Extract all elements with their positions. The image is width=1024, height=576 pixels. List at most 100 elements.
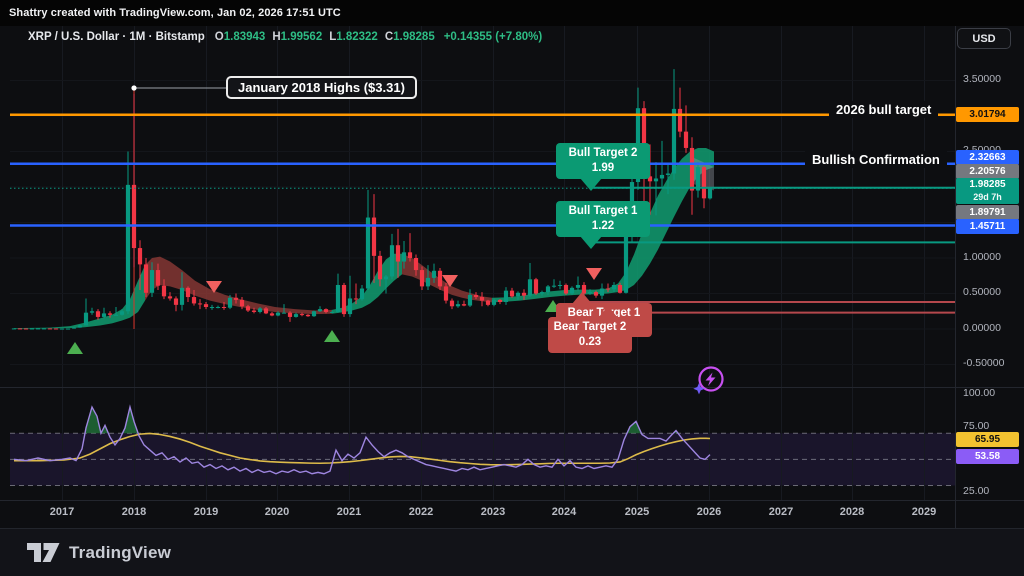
- candle-body: [113, 314, 119, 316]
- candle-body: [161, 285, 167, 297]
- candle-body: [497, 299, 503, 303]
- ohlc-item: C1.98285: [385, 31, 435, 43]
- candle-body: [401, 252, 407, 262]
- candle-body: [47, 328, 53, 330]
- symbol-info-row[interactable]: XRP / U.S. Dollar · 1M · Bitstamp O1.839…: [28, 31, 542, 43]
- time-axis-year[interactable]: 2021: [336, 506, 362, 518]
- time-axis-year[interactable]: 2027: [768, 506, 794, 518]
- price-scale-badge: 65.95: [956, 432, 1019, 447]
- candle-body: [437, 270, 443, 287]
- time-axis-year[interactable]: 2024: [551, 506, 577, 518]
- time-axis-year[interactable]: 2026: [696, 506, 722, 518]
- price-scale-column[interactable]: 3.500002.500001.000000.500000.00000-0.50…: [955, 26, 1024, 528]
- price-scale-badge: 3.01794: [956, 107, 1019, 122]
- candle-body: [209, 306, 215, 308]
- candle-body: [245, 306, 251, 311]
- tradingview-logo[interactable]: TradingView: [27, 542, 171, 564]
- time-axis-year[interactable]: 2028: [839, 506, 865, 518]
- candle-body: [605, 288, 611, 290]
- jan-2018-highs-callout[interactable]: January 2018 Highs ($3.31): [226, 76, 417, 99]
- sell-signal-triangle: [206, 281, 222, 293]
- time-axis-year[interactable]: 2020: [264, 506, 290, 518]
- candle-body: [203, 304, 209, 307]
- candle-body: [215, 306, 221, 308]
- candle-body: [95, 311, 101, 317]
- candle-body: [653, 178, 659, 182]
- candle-body: [305, 314, 311, 317]
- time-axis-year[interactable]: 2017: [49, 506, 75, 518]
- bear-target-2-box[interactable]: Bear Target 2 0.23: [548, 306, 632, 353]
- candle-body: [281, 312, 287, 314]
- candle-body: [53, 328, 59, 330]
- candle-body: [479, 297, 485, 301]
- sparkle-icon: [693, 383, 705, 395]
- candle-body: [527, 279, 533, 296]
- candle-body: [365, 217, 371, 289]
- candle-body: [449, 300, 455, 307]
- candle-body: [23, 328, 29, 330]
- candle-body: [119, 311, 125, 315]
- footer-bar: TradingView: [0, 528, 1024, 576]
- price-scale-label: -0.50000: [963, 357, 1005, 369]
- candle-body: [143, 264, 149, 293]
- candle-body: [575, 284, 581, 288]
- bull-target-line-label[interactable]: 2026 bull target: [829, 101, 939, 118]
- time-axis-year[interactable]: 2022: [408, 506, 434, 518]
- time-axis[interactable]: 2017 2018 2019 2020 2021 2022 2023 2024 2025 2026…: [10, 500, 955, 528]
- bull-target-2-box[interactable]: Bull Target 2 1.99: [556, 143, 650, 191]
- candle-body: [539, 292, 545, 294]
- currency-toggle-button[interactable]: USD: [957, 28, 1011, 49]
- symbol-title[interactable]: XRP / U.S. Dollar · 1M · Bitstamp: [28, 31, 205, 43]
- flash-reaction-icon[interactable]: [691, 363, 729, 399]
- candle-body: [473, 294, 479, 298]
- candle-body: [647, 176, 653, 182]
- candle-body: [467, 294, 473, 306]
- candle-body: [269, 313, 275, 316]
- time-axis-year[interactable]: 2029: [911, 506, 937, 518]
- bullish-confirmation-line-label[interactable]: Bullish Confirmation: [805, 151, 947, 168]
- candle-body: [593, 292, 599, 296]
- candle-body: [581, 284, 587, 294]
- time-axis-year[interactable]: 2023: [480, 506, 506, 518]
- badge-price: 1.98285: [969, 179, 1006, 190]
- candle-body: [335, 284, 341, 312]
- candle-body: [617, 284, 623, 293]
- badge-price: 65.95: [974, 434, 1001, 445]
- callout-tail: [572, 292, 592, 304]
- candle-body: [683, 131, 689, 148]
- rsi-overbought-fill: [101, 425, 109, 434]
- price-scale-label: 25.00: [963, 485, 990, 497]
- candle-body: [83, 312, 89, 326]
- candle-body: [107, 313, 113, 315]
- candle-body: [137, 248, 143, 265]
- candle-body: [707, 188, 713, 199]
- ohlc-value: 1.82322: [336, 31, 378, 43]
- bull-target-1-box[interactable]: Bull Target 1 1.22: [556, 201, 650, 249]
- candle-body: [155, 270, 161, 286]
- ohlc-value: 1.99562: [280, 31, 323, 43]
- jan-2018-anchor-dot: [131, 85, 137, 91]
- bull-target-1-title: Bull Target 1: [568, 205, 638, 217]
- callout-tail: [580, 178, 602, 191]
- candle-body: [431, 270, 437, 278]
- candle-body: [425, 277, 431, 287]
- candle-body: [407, 252, 413, 258]
- candle-body: [77, 325, 83, 328]
- ma-ribbon-segment: [14, 265, 145, 329]
- candle-body: [341, 284, 347, 315]
- time-axis-year[interactable]: 2018: [121, 506, 147, 518]
- candle-body: [197, 303, 203, 305]
- ma-ribbon-segment: [145, 256, 332, 315]
- candle-body: [191, 297, 197, 304]
- ohlc-label: H: [272, 31, 281, 43]
- candle-body: [569, 287, 575, 294]
- time-axis-year[interactable]: 2025: [624, 506, 650, 518]
- time-axis-year[interactable]: 2019: [193, 506, 219, 518]
- candle-body: [419, 270, 425, 287]
- rsi-overbought-fill: [85, 407, 101, 434]
- candle-body: [659, 174, 665, 179]
- candle-body: [695, 167, 701, 191]
- ohlc-values: O1.83943 H1.99562 L1.82322 C1.98285: [215, 31, 442, 43]
- price-scale-label: 3.50000: [963, 73, 1001, 85]
